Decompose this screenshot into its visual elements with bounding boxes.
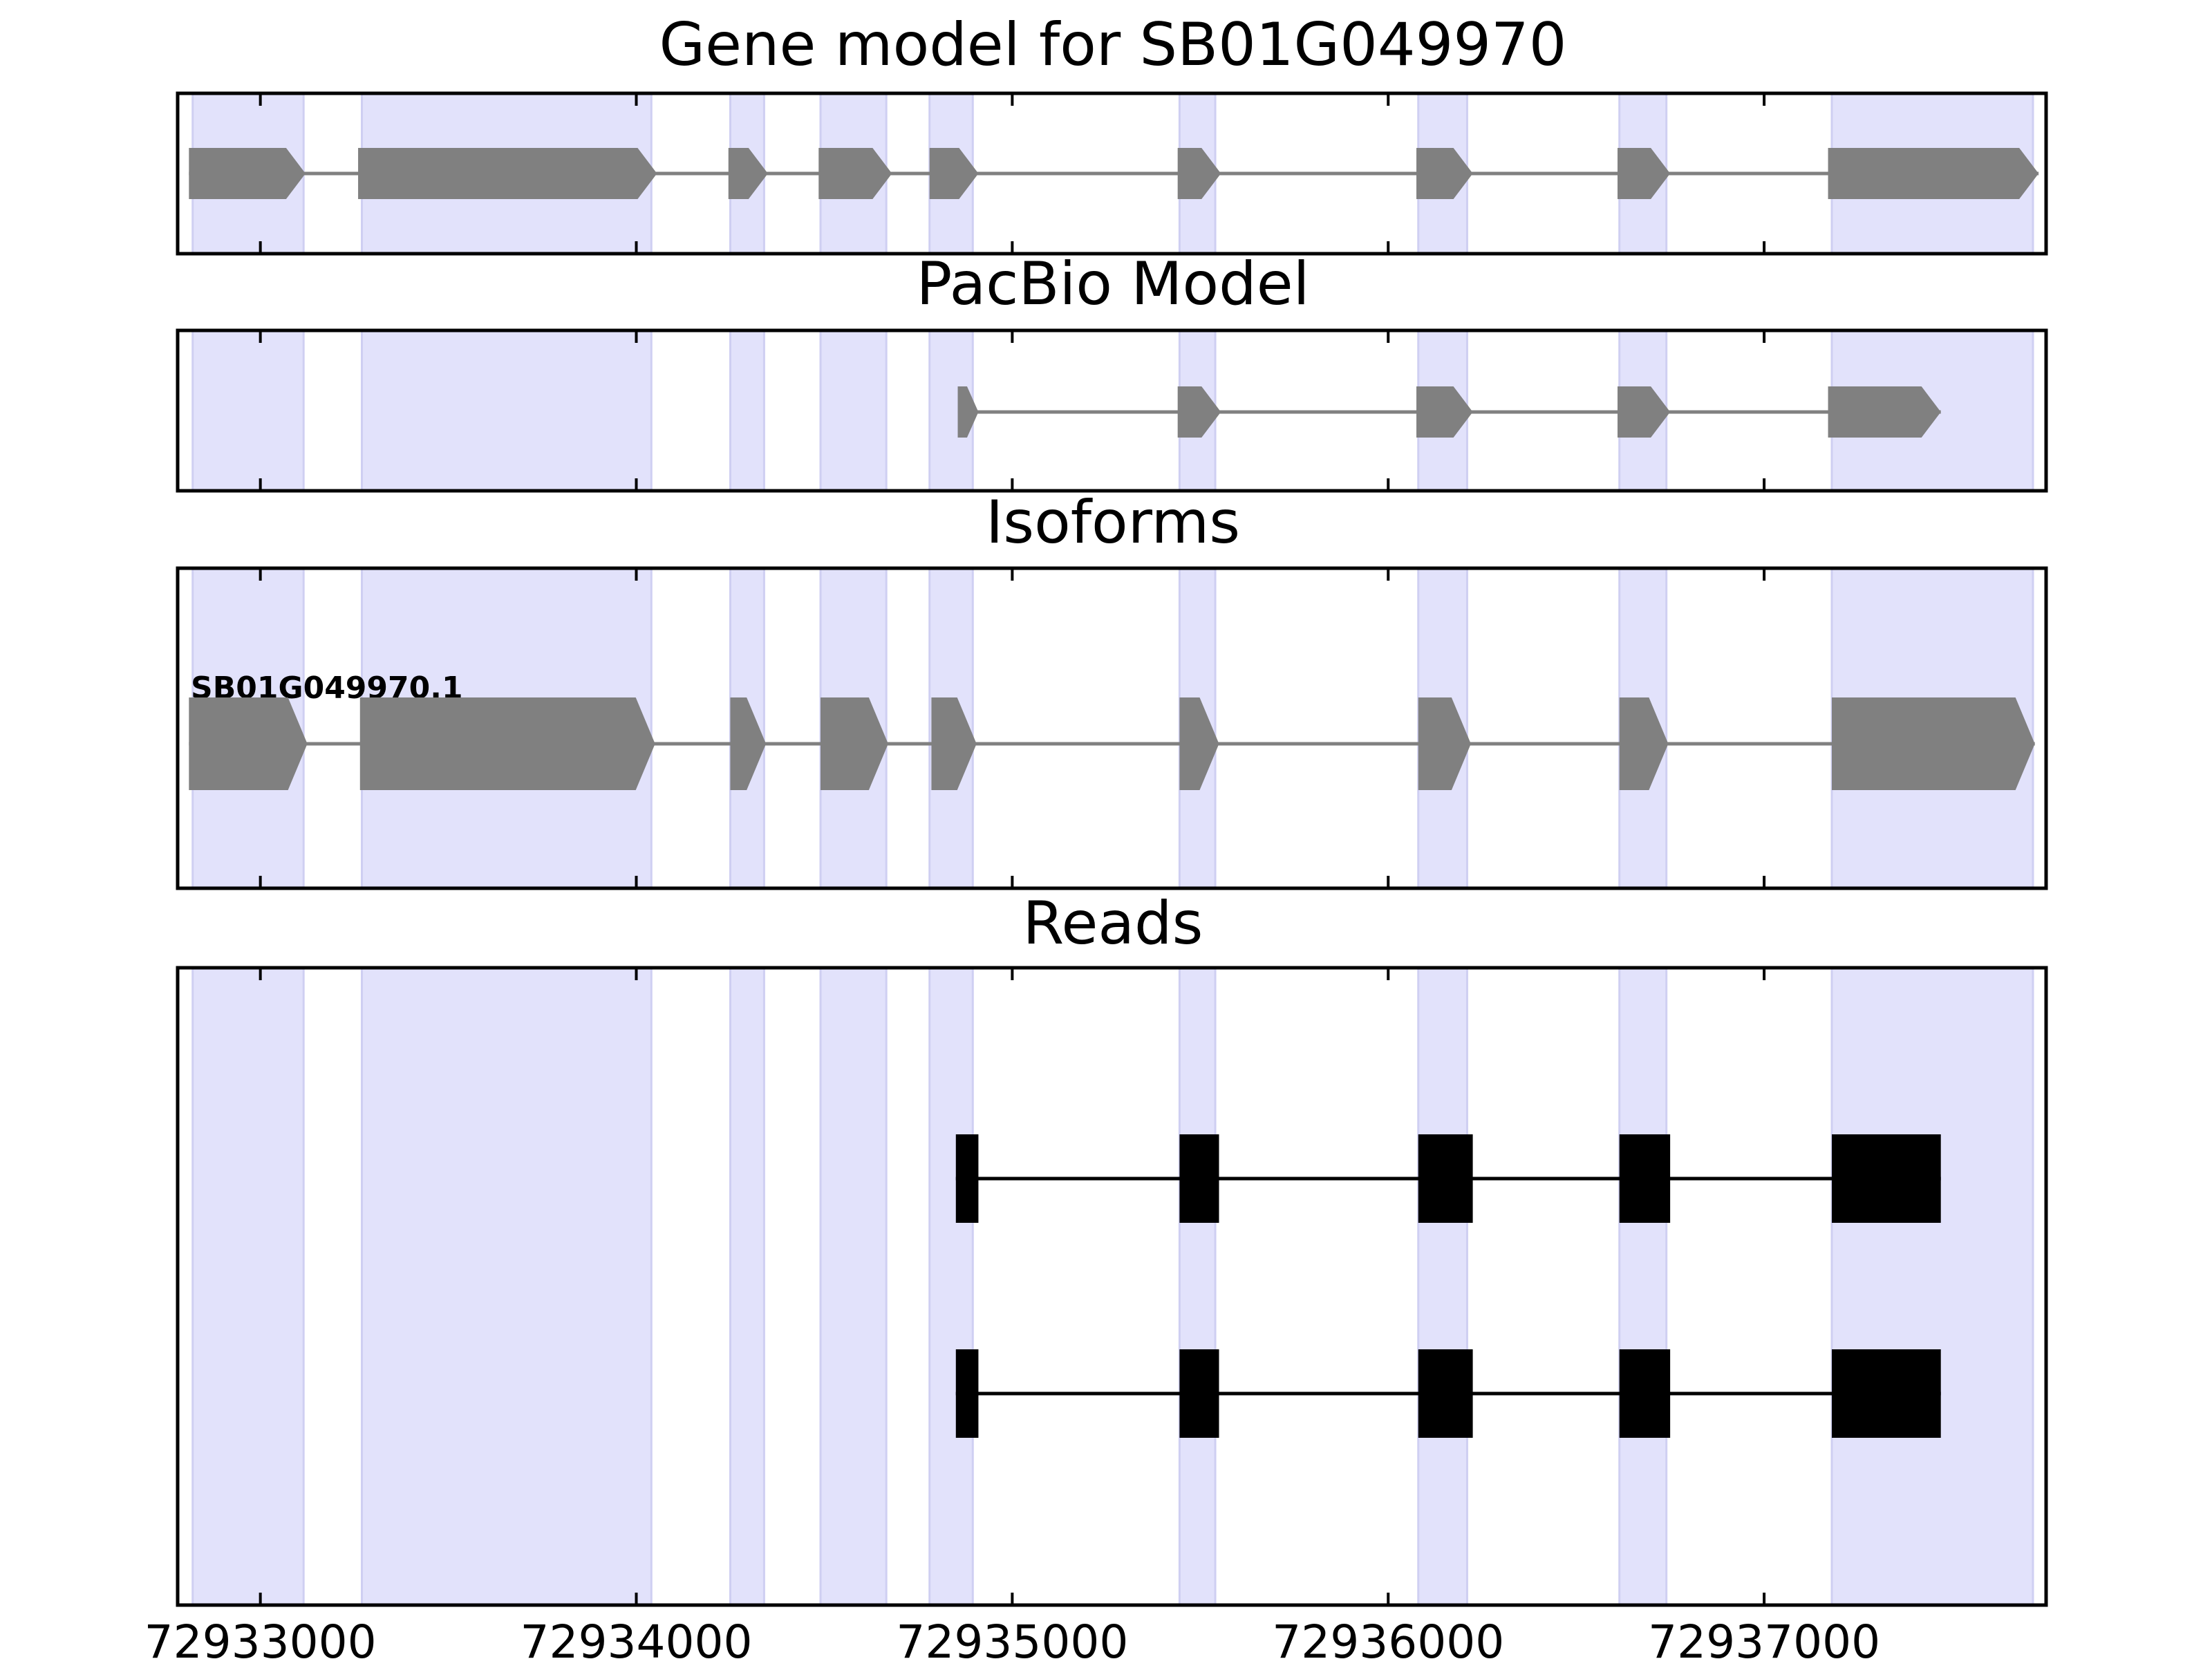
- exon-arrow: [957, 386, 979, 438]
- exon-arrow: [929, 148, 979, 199]
- exon-region-band: [729, 329, 765, 492]
- exon-arrow: [1831, 697, 2035, 790]
- x-axis: 72933000 72934000 72935000 72936000 72937000: [144, 1615, 1880, 1659]
- reads-panel: Reads: [176, 889, 2048, 1607]
- reads-title: Reads: [1023, 889, 1203, 958]
- panel-frame: [176, 91, 2048, 256]
- exon-region-band: [729, 966, 765, 1606]
- read-exon-block: [1831, 1134, 1941, 1223]
- gene-model-title: Gene model for SB01G049970: [659, 10, 1567, 79]
- read-exon-block: [1619, 1134, 1671, 1223]
- exon-arrow: [1619, 697, 1669, 790]
- panel-frame: [176, 566, 2048, 890]
- exon-arrow: [821, 697, 888, 790]
- exon-arrow: [1418, 697, 1471, 790]
- x-tick-label: 72934000: [521, 1615, 753, 1659]
- exon-arrow: [1617, 386, 1671, 438]
- exon-arrow: [358, 148, 657, 199]
- exon-arrow: [1828, 386, 1941, 438]
- exon-arrow: [931, 697, 977, 790]
- exon-arrow: [1177, 386, 1221, 438]
- isoforms-title: Isoforms: [986, 488, 1240, 557]
- exon-arrow: [1617, 148, 1671, 199]
- exon-arrow: [189, 697, 308, 790]
- exon-region-band: [928, 966, 974, 1606]
- panel-frame: [176, 328, 2048, 493]
- exon-region-band: [1830, 966, 2034, 1606]
- exon-region-band: [819, 329, 888, 492]
- x-tick-label: 72936000: [1272, 1615, 1504, 1659]
- exon-region-band: [191, 329, 305, 492]
- exon-arrow: [1416, 386, 1473, 438]
- exon-region-band: [819, 966, 888, 1606]
- exon-arrow: [730, 697, 767, 790]
- exon-arrow: [818, 148, 892, 199]
- exon-arrow: [359, 697, 655, 790]
- read-exon-block: [1831, 1349, 1941, 1438]
- x-tick-label: 72933000: [144, 1615, 377, 1659]
- x-tick-label: 72935000: [896, 1615, 1128, 1659]
- read-exon-block: [1179, 1349, 1219, 1438]
- pacbio-model-title: PacBio Model: [916, 250, 1309, 319]
- exon-arrow: [1177, 148, 1221, 199]
- read-exon-block: [955, 1134, 979, 1223]
- exon-region-band: [1417, 966, 1468, 1606]
- read-exon-block: [1418, 1134, 1473, 1223]
- exon-region-band: [1618, 966, 1668, 1606]
- exon-region-band: [360, 329, 653, 492]
- isoforms-panel: Isoforms SB01G049970.1: [176, 488, 2048, 890]
- read-exon-block: [955, 1349, 979, 1438]
- read-exon-block: [1179, 1134, 1219, 1223]
- exon-arrow: [1828, 148, 2039, 199]
- panel-frame: [176, 966, 2048, 1607]
- read-exon-block: [1418, 1349, 1473, 1438]
- exon-arrow: [728, 148, 768, 199]
- exon-region-band: [1178, 966, 1217, 1606]
- read-exon-block: [1619, 1349, 1671, 1438]
- x-tick-label: 72937000: [1648, 1615, 1880, 1659]
- exon-region-band: [191, 966, 305, 1606]
- exon-arrow: [1416, 148, 1473, 199]
- gene-model-panel: Gene model for SB01G049970: [176, 10, 2048, 256]
- exon-region-band: [360, 966, 653, 1606]
- exon-arrow: [189, 148, 306, 199]
- pacbio-model-panel: PacBio Model: [176, 250, 2048, 493]
- exon-arrow: [1179, 697, 1219, 790]
